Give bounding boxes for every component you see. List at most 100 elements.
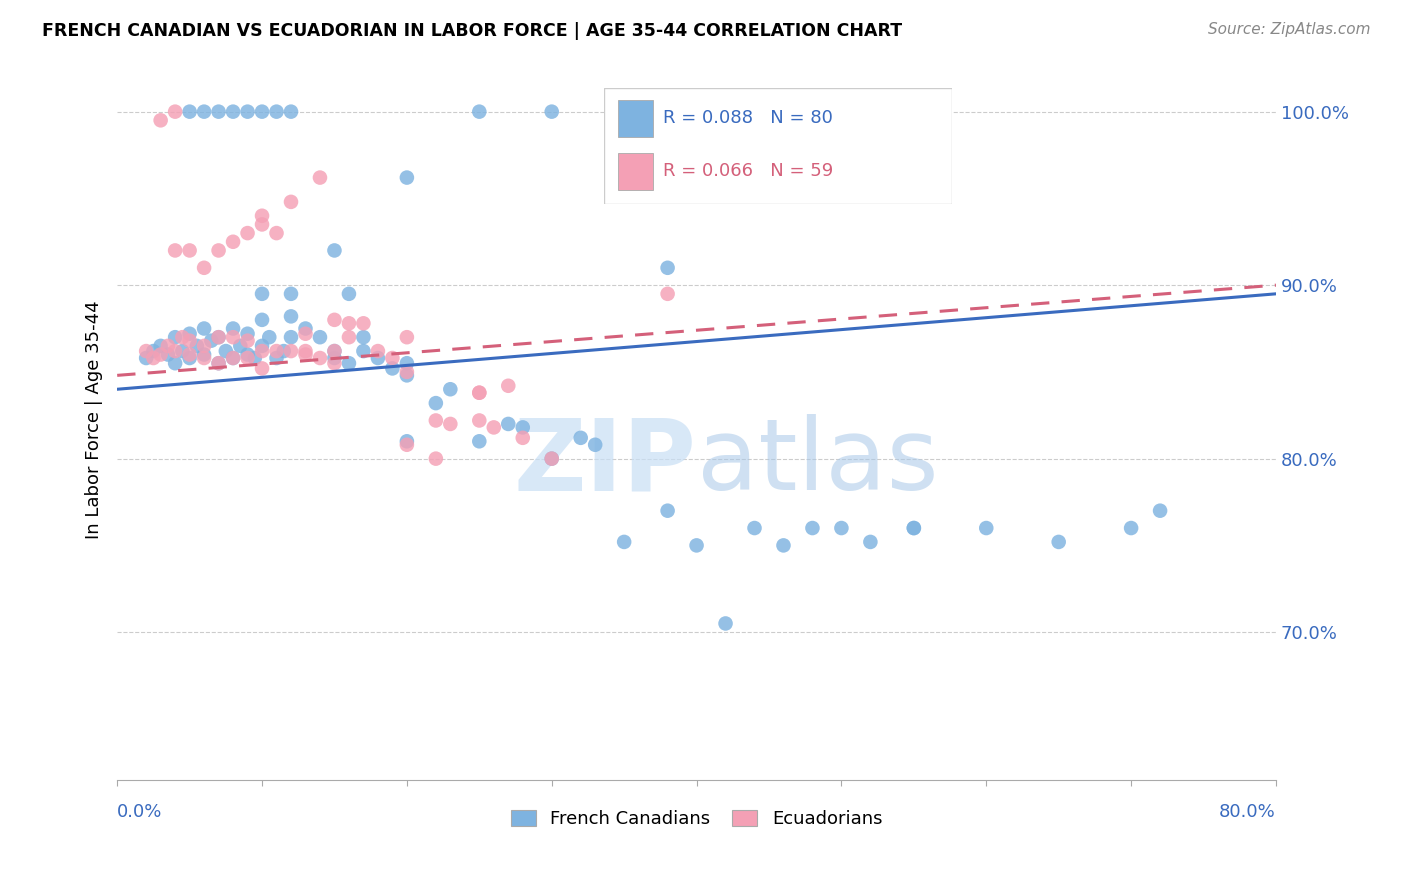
- Point: [337, 286, 360, 301]
- Point: [540, 451, 562, 466]
- Point: [243, 351, 266, 365]
- Point: [193, 351, 215, 365]
- Point: [352, 316, 374, 330]
- Point: [186, 339, 208, 353]
- Text: 0.0%: 0.0%: [117, 803, 163, 821]
- Point: [179, 244, 201, 258]
- Point: [165, 104, 187, 119]
- Point: [207, 356, 229, 370]
- Point: [200, 334, 222, 348]
- Point: [236, 104, 259, 119]
- Text: Source: ZipAtlas.com: Source: ZipAtlas.com: [1208, 22, 1371, 37]
- Point: [236, 347, 259, 361]
- Point: [498, 378, 520, 392]
- Point: [439, 417, 461, 431]
- Point: [142, 351, 165, 365]
- Point: [468, 385, 491, 400]
- Point: [744, 521, 766, 535]
- Point: [149, 113, 172, 128]
- Point: [294, 344, 316, 359]
- Text: 80.0%: 80.0%: [1219, 803, 1277, 821]
- Point: [425, 413, 447, 427]
- Point: [859, 535, 882, 549]
- Point: [280, 286, 302, 301]
- Point: [439, 382, 461, 396]
- Point: [830, 521, 852, 535]
- Point: [498, 417, 520, 431]
- Point: [974, 521, 997, 535]
- Point: [657, 504, 679, 518]
- Point: [142, 344, 165, 359]
- Text: FRENCH CANADIAN VS ECUADORIAN IN LABOR FORCE | AGE 35-44 CORRELATION CHART: FRENCH CANADIAN VS ECUADORIAN IN LABOR F…: [42, 22, 903, 40]
- Point: [352, 330, 374, 344]
- Point: [172, 344, 194, 359]
- Point: [801, 521, 824, 535]
- Point: [179, 351, 201, 365]
- Point: [309, 330, 332, 344]
- Point: [179, 347, 201, 361]
- Point: [250, 104, 273, 119]
- Point: [468, 385, 491, 400]
- Point: [280, 344, 302, 359]
- Point: [236, 326, 259, 341]
- Point: [266, 344, 288, 359]
- Point: [280, 310, 302, 324]
- Point: [395, 330, 418, 344]
- Point: [512, 431, 534, 445]
- Point: [337, 356, 360, 370]
- Point: [395, 356, 418, 370]
- Point: [381, 351, 404, 365]
- Point: [273, 344, 295, 359]
- Point: [657, 286, 679, 301]
- Point: [165, 330, 187, 344]
- Point: [337, 316, 360, 330]
- Point: [395, 170, 418, 185]
- Point: [149, 347, 172, 361]
- Point: [280, 330, 302, 344]
- Point: [323, 244, 346, 258]
- Point: [250, 209, 273, 223]
- Point: [903, 521, 925, 535]
- Point: [259, 330, 281, 344]
- Point: [352, 344, 374, 359]
- Point: [294, 326, 316, 341]
- Point: [193, 339, 215, 353]
- Point: [193, 347, 215, 361]
- Point: [583, 438, 606, 452]
- Point: [250, 339, 273, 353]
- Point: [657, 260, 679, 275]
- Point: [367, 344, 389, 359]
- Point: [903, 521, 925, 535]
- Point: [172, 330, 194, 344]
- Point: [367, 351, 389, 365]
- Point: [207, 330, 229, 344]
- Point: [323, 351, 346, 365]
- Point: [395, 438, 418, 452]
- Point: [135, 344, 157, 359]
- Point: [323, 313, 346, 327]
- Point: [1119, 521, 1142, 535]
- Legend: French Canadians, Ecuadorians: French Canadians, Ecuadorians: [503, 803, 890, 836]
- Point: [179, 104, 201, 119]
- Point: [381, 361, 404, 376]
- Point: [482, 420, 505, 434]
- Point: [772, 538, 794, 552]
- Y-axis label: In Labor Force | Age 35-44: In Labor Force | Age 35-44: [86, 301, 103, 539]
- Point: [323, 344, 346, 359]
- Point: [569, 431, 592, 445]
- Text: ZIP: ZIP: [513, 414, 696, 511]
- Point: [714, 616, 737, 631]
- Point: [309, 170, 332, 185]
- Point: [540, 104, 562, 119]
- Point: [135, 351, 157, 365]
- Point: [266, 104, 288, 119]
- Point: [179, 334, 201, 348]
- Point: [309, 351, 332, 365]
- Point: [468, 104, 491, 119]
- Point: [236, 226, 259, 240]
- Point: [250, 218, 273, 232]
- Point: [207, 244, 229, 258]
- Point: [207, 330, 229, 344]
- Point: [250, 313, 273, 327]
- Point: [294, 347, 316, 361]
